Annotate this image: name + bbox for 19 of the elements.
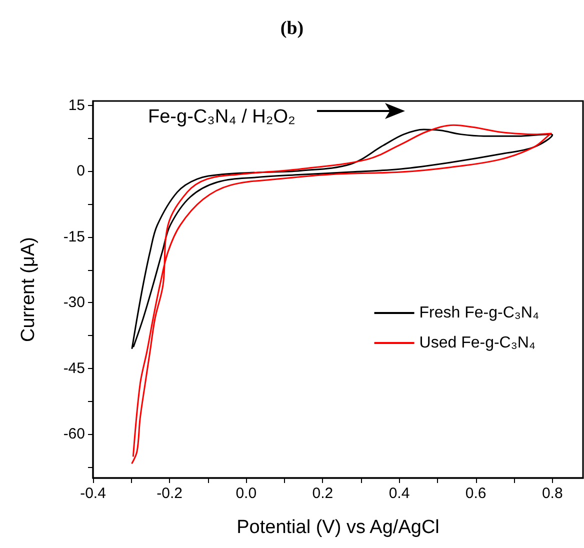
y-axis-title: Current (μA) <box>18 237 39 342</box>
x-tick-label: -0.4 <box>80 485 106 502</box>
legend-label: Fresh Fe-g-C₃N₄ <box>419 304 540 322</box>
y-tick-label: -60 <box>63 426 85 443</box>
x-tick-label: -0.2 <box>156 485 182 502</box>
y-tick-label: -30 <box>63 294 85 312</box>
x-tick-label: 0.0 <box>236 485 257 502</box>
x-tick-label: 0.6 <box>465 485 486 502</box>
y-tick-label: -45 <box>63 360 85 377</box>
x-tick-label: 0.2 <box>312 485 334 502</box>
annotation: Fe-g-C₃N₄ / H₂O₂ <box>148 106 296 128</box>
chart-title: (b) <box>280 18 304 39</box>
y-tick-label: 15 <box>68 96 85 114</box>
legend-label: Used Fe-g-C₃N₄ <box>419 334 536 352</box>
y-tick-label: -15 <box>63 228 85 246</box>
x-tick-label: 0.4 <box>388 485 410 502</box>
y-tick-label: 0 <box>76 162 85 180</box>
x-tick-label: 0.8 <box>542 485 563 502</box>
x-axis-title: Potential (V) vs Ag/AgCl <box>236 517 440 538</box>
